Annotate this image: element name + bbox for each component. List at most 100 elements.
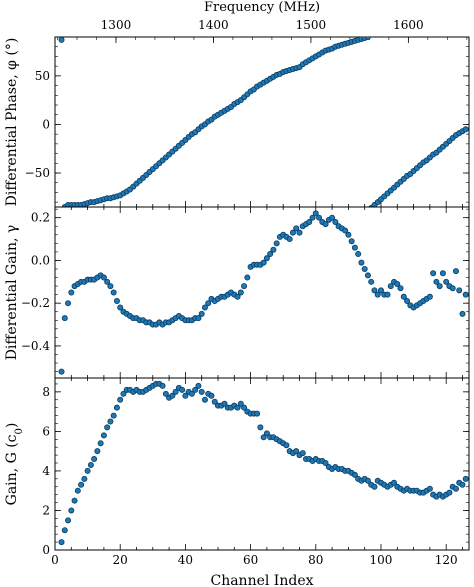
data-point (348, 238, 355, 245)
x-axis-label: Channel Index (210, 573, 313, 587)
data-point (254, 410, 261, 417)
data-point (97, 440, 104, 447)
data-point (198, 388, 205, 395)
data-point (296, 229, 303, 236)
data-point (342, 227, 349, 234)
data-point (456, 287, 463, 294)
data-point (332, 218, 339, 225)
data-point (446, 489, 453, 496)
data-point (351, 244, 358, 251)
data-point (100, 432, 107, 439)
data-point (205, 300, 212, 307)
data-point (364, 477, 371, 484)
data-point (371, 287, 378, 294)
y-tick-label: −0.2 (21, 296, 50, 310)
data-point (68, 289, 75, 296)
data-point (283, 442, 290, 449)
data-point (61, 315, 68, 322)
data-point (120, 390, 127, 397)
y-axis-label: Gain, G (c0) (4, 423, 25, 506)
data-point (195, 315, 202, 322)
top-x-tick-label: 1600 (393, 18, 424, 32)
data-point (371, 483, 378, 490)
data-point (182, 392, 189, 399)
data-point (192, 386, 199, 393)
data-point (397, 285, 404, 292)
data-point (377, 287, 384, 294)
top-x-tick-label: 1300 (101, 18, 132, 32)
data-point (84, 467, 91, 474)
data-point (221, 400, 228, 407)
data-point (267, 251, 274, 258)
data-point (58, 368, 65, 375)
data-point (188, 390, 195, 397)
data-point (316, 214, 323, 221)
x-tick-label: 20 (113, 553, 128, 567)
data-point (169, 392, 176, 399)
data-point (107, 283, 114, 290)
data-point (234, 404, 241, 411)
x-tick-label: 60 (243, 553, 258, 567)
y-axis-label: Differential Gain, γ (4, 225, 20, 361)
top-x-tick-label: 1500 (296, 18, 327, 32)
y-tick-label: 4 (42, 464, 50, 478)
data-point (237, 289, 244, 296)
data-point (312, 210, 319, 217)
data-point (391, 479, 398, 486)
data-point (436, 283, 443, 290)
y-axis-label-end: ) (4, 423, 20, 428)
top-axis-label: Frequency (MHz) (204, 0, 320, 15)
data-point (459, 310, 466, 317)
y-tick-label: 0 (42, 543, 50, 557)
data-point (104, 424, 111, 431)
y-tick-label: 0.0 (31, 253, 50, 267)
data-point (260, 434, 267, 441)
data-point (244, 274, 251, 281)
data-point (452, 268, 459, 275)
data-point (107, 418, 114, 425)
data-point (364, 37, 371, 40)
data-point (462, 475, 469, 482)
panel-frame (54, 377, 470, 551)
data-point (404, 298, 411, 305)
y-tick-label: 0 (42, 117, 50, 131)
data-point (172, 388, 179, 395)
x-tick-label: 100 (370, 553, 393, 567)
data-point (104, 278, 111, 285)
data-points (58, 380, 469, 546)
data-point (351, 471, 358, 478)
data-point (241, 283, 248, 290)
data-point (117, 396, 124, 403)
panel-frame (54, 36, 470, 208)
data-point (201, 304, 208, 311)
data-point (201, 396, 208, 403)
data-point (159, 382, 166, 389)
data-point (211, 398, 218, 405)
data-point (462, 291, 469, 298)
data-point (257, 424, 264, 431)
y-tick-label: −0.4 (21, 339, 51, 353)
data-point (208, 392, 215, 399)
data-point (322, 221, 329, 228)
data-point (162, 390, 169, 397)
data-point (110, 289, 117, 296)
data-point (94, 448, 101, 455)
y-tick-label: 6 (42, 424, 50, 438)
data-point (195, 382, 202, 389)
data-point (443, 278, 450, 285)
data-point (426, 293, 433, 300)
y-tick-label: 0.2 (31, 211, 50, 225)
data-point (91, 456, 98, 463)
data-point (293, 225, 300, 232)
panel-frame (54, 206, 470, 379)
y-tick-label: 50 (35, 69, 50, 83)
gain-difference-panel: −0.4 −0.2 0.0 0.2 Differential Gain, γ (4, 206, 470, 379)
data-point (452, 485, 459, 492)
data-point (374, 291, 381, 298)
data-point (289, 229, 296, 236)
data-point (237, 400, 244, 407)
x-tick-label: 0 (51, 553, 59, 567)
data-point (65, 300, 72, 307)
data-point (364, 272, 371, 279)
y-tick-label: 8 (42, 385, 50, 399)
